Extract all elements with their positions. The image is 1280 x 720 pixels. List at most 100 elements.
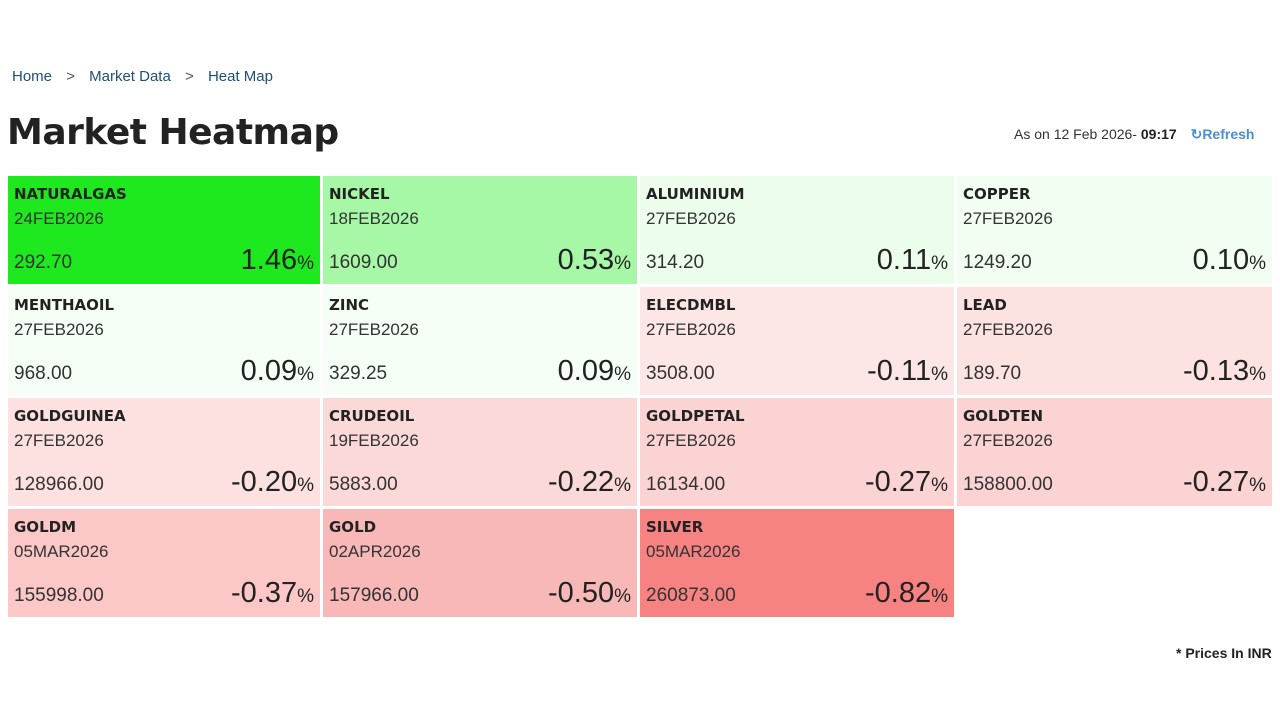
change-value: 0.53 [557, 244, 615, 276]
heatmap-grid: NATURALGAS 24FEB2026 292.70 1.46% NICKEL … [8, 176, 1272, 617]
prices-footnote: * Prices In INR [1176, 645, 1272, 661]
percent-change: -0.20% [231, 466, 314, 499]
expiry-date: 27FEB2026 [646, 431, 736, 450]
percent-change: -0.11% [867, 355, 948, 388]
percent-sign: % [614, 364, 631, 385]
percent-sign: % [931, 475, 948, 496]
percent-sign: % [297, 475, 314, 496]
expiry-date: 27FEB2026 [963, 320, 1053, 339]
heatmap-cell-naturalgas[interactable]: NATURALGAS 24FEB2026 292.70 1.46% [8, 176, 320, 284]
last-price: 260873.00 [646, 585, 736, 606]
symbol-name: ZINC [329, 296, 370, 314]
symbol-name: ELECDMBL [646, 296, 736, 314]
percent-sign: % [931, 586, 948, 607]
expiry-date: 27FEB2026 [963, 431, 1053, 450]
expiry-date: 02APR2026 [329, 542, 421, 561]
symbol-name: GOLD [329, 518, 377, 536]
expiry-date: 24FEB2026 [14, 209, 104, 228]
heatmap-cell-menthaoil[interactable]: MENTHAOIL 27FEB2026 968.00 0.09% [8, 287, 320, 395]
last-price: 189.70 [963, 363, 1022, 384]
percent-sign: % [1249, 475, 1266, 496]
percent-sign: % [1249, 364, 1266, 385]
percent-change: 0.09% [558, 355, 631, 388]
percent-change: 0.10% [1193, 244, 1266, 277]
percent-change: -0.82% [865, 577, 948, 610]
percent-change: -0.22% [548, 466, 631, 499]
last-price: 968.00 [14, 363, 73, 384]
heatmap-cell-elecdmbl[interactable]: ELECDMBL 27FEB2026 3508.00 -0.11% [640, 287, 954, 395]
percent-sign: % [614, 586, 631, 607]
breadcrumb-market-data[interactable]: Market Data [89, 68, 171, 85]
expiry-date: 27FEB2026 [329, 320, 419, 339]
percent-change: -0.27% [865, 466, 948, 499]
page-title: Market Heatmap [7, 112, 339, 153]
last-price: 128966.00 [14, 474, 104, 495]
percent-sign: % [1249, 253, 1266, 274]
percent-change: 0.09% [241, 355, 314, 388]
breadcrumb-separator: > [185, 68, 194, 85]
breadcrumb-home[interactable]: Home [12, 68, 53, 85]
last-price: 157966.00 [329, 585, 419, 606]
change-value: -0.22 [547, 466, 615, 498]
heatmap-cell-silver[interactable]: SILVER 05MAR2026 260873.00 -0.82% [640, 509, 954, 617]
percent-sign: % [614, 475, 631, 496]
heatmap-cell-copper[interactable]: COPPER 27FEB2026 1249.20 0.10% [957, 176, 1272, 284]
change-value: -0.37 [230, 577, 298, 609]
change-value: 0.10 [1192, 244, 1250, 276]
breadcrumb-heat-map[interactable]: Heat Map [207, 68, 273, 85]
percent-sign: % [297, 253, 314, 274]
symbol-name: GOLDTEN [963, 407, 1044, 425]
last-price: 292.70 [14, 252, 73, 273]
expiry-date: 18FEB2026 [329, 209, 419, 228]
last-price: 16134.00 [646, 474, 726, 495]
symbol-name: SILVER [646, 518, 704, 536]
heatmap-cell-goldten[interactable]: GOLDTEN 27FEB2026 158800.00 -0.27% [957, 398, 1272, 506]
symbol-name: GOLDPETAL [646, 407, 745, 425]
percent-change: -0.50% [548, 577, 631, 610]
heatmap-cell-goldpetal[interactable]: GOLDPETAL 27FEB2026 16134.00 -0.27% [640, 398, 954, 506]
change-value: 0.11 [876, 244, 932, 276]
expiry-date: 27FEB2026 [14, 320, 104, 339]
heatmap-cell-lead[interactable]: LEAD 27FEB2026 189.70 -0.13% [957, 287, 1272, 395]
expiry-date: 27FEB2026 [14, 431, 104, 450]
symbol-name: GOLDM [14, 518, 76, 536]
heatmap-cell-gold[interactable]: GOLD 02APR2026 157966.00 -0.50% [323, 509, 637, 617]
change-value: -0.13 [1182, 355, 1250, 387]
symbol-name: COPPER [963, 185, 1031, 203]
percent-sign: % [931, 253, 948, 274]
last-price: 1609.00 [329, 252, 398, 273]
change-value: 0.09 [557, 355, 615, 387]
refresh-icon: ↻ [1190, 126, 1203, 142]
symbol-name: CRUDEOIL [329, 407, 415, 425]
change-value: -0.20 [230, 466, 298, 498]
percent-sign: % [614, 253, 631, 274]
expiry-date: 27FEB2026 [646, 320, 736, 339]
expiry-date: 27FEB2026 [646, 209, 736, 228]
percent-change: -0.37% [231, 577, 314, 610]
as-on-timestamp: As on 12 Feb 2026- 09:17 ↻Refresh [1014, 126, 1254, 143]
heatmap-cell-zinc[interactable]: ZINC 27FEB2026 329.25 0.09% [323, 287, 637, 395]
change-value: -0.27 [864, 466, 932, 498]
breadcrumb: Home > Market Data > Heat Map [12, 68, 283, 85]
refresh-label: Refresh [1202, 126, 1255, 142]
last-price: 158800.00 [963, 474, 1053, 495]
expiry-date: 05MAR2026 [646, 542, 741, 561]
percent-sign: % [297, 364, 314, 385]
heatmap-cell-goldm[interactable]: GOLDM 05MAR2026 155998.00 -0.37% [8, 509, 320, 617]
symbol-name: LEAD [963, 296, 1007, 314]
percent-change: 1.46% [241, 244, 314, 277]
percent-change: -0.27% [1183, 466, 1266, 499]
change-value: -0.27 [1182, 466, 1250, 498]
heatmap-cell-goldguinea[interactable]: GOLDGUINEA 27FEB2026 128966.00 -0.20% [8, 398, 320, 506]
heatmap-cell-nickel[interactable]: NICKEL 18FEB2026 1609.00 0.53% [323, 176, 637, 284]
symbol-name: NATURALGAS [14, 185, 127, 203]
heatmap-cell-crudeoil[interactable]: CRUDEOIL 19FEB2026 5883.00 -0.22% [323, 398, 637, 506]
last-price: 5883.00 [329, 474, 398, 495]
change-value: 1.46 [240, 244, 298, 276]
refresh-button[interactable]: ↻Refresh [1191, 126, 1255, 142]
as-on-time: 09:17 [1140, 126, 1177, 142]
heatmap-cell-aluminium[interactable]: ALUMINIUM 27FEB2026 314.20 0.11% [640, 176, 954, 284]
last-price: 1249.20 [963, 252, 1032, 273]
symbol-name: GOLDGUINEA [14, 407, 126, 425]
percent-sign: % [931, 364, 948, 385]
